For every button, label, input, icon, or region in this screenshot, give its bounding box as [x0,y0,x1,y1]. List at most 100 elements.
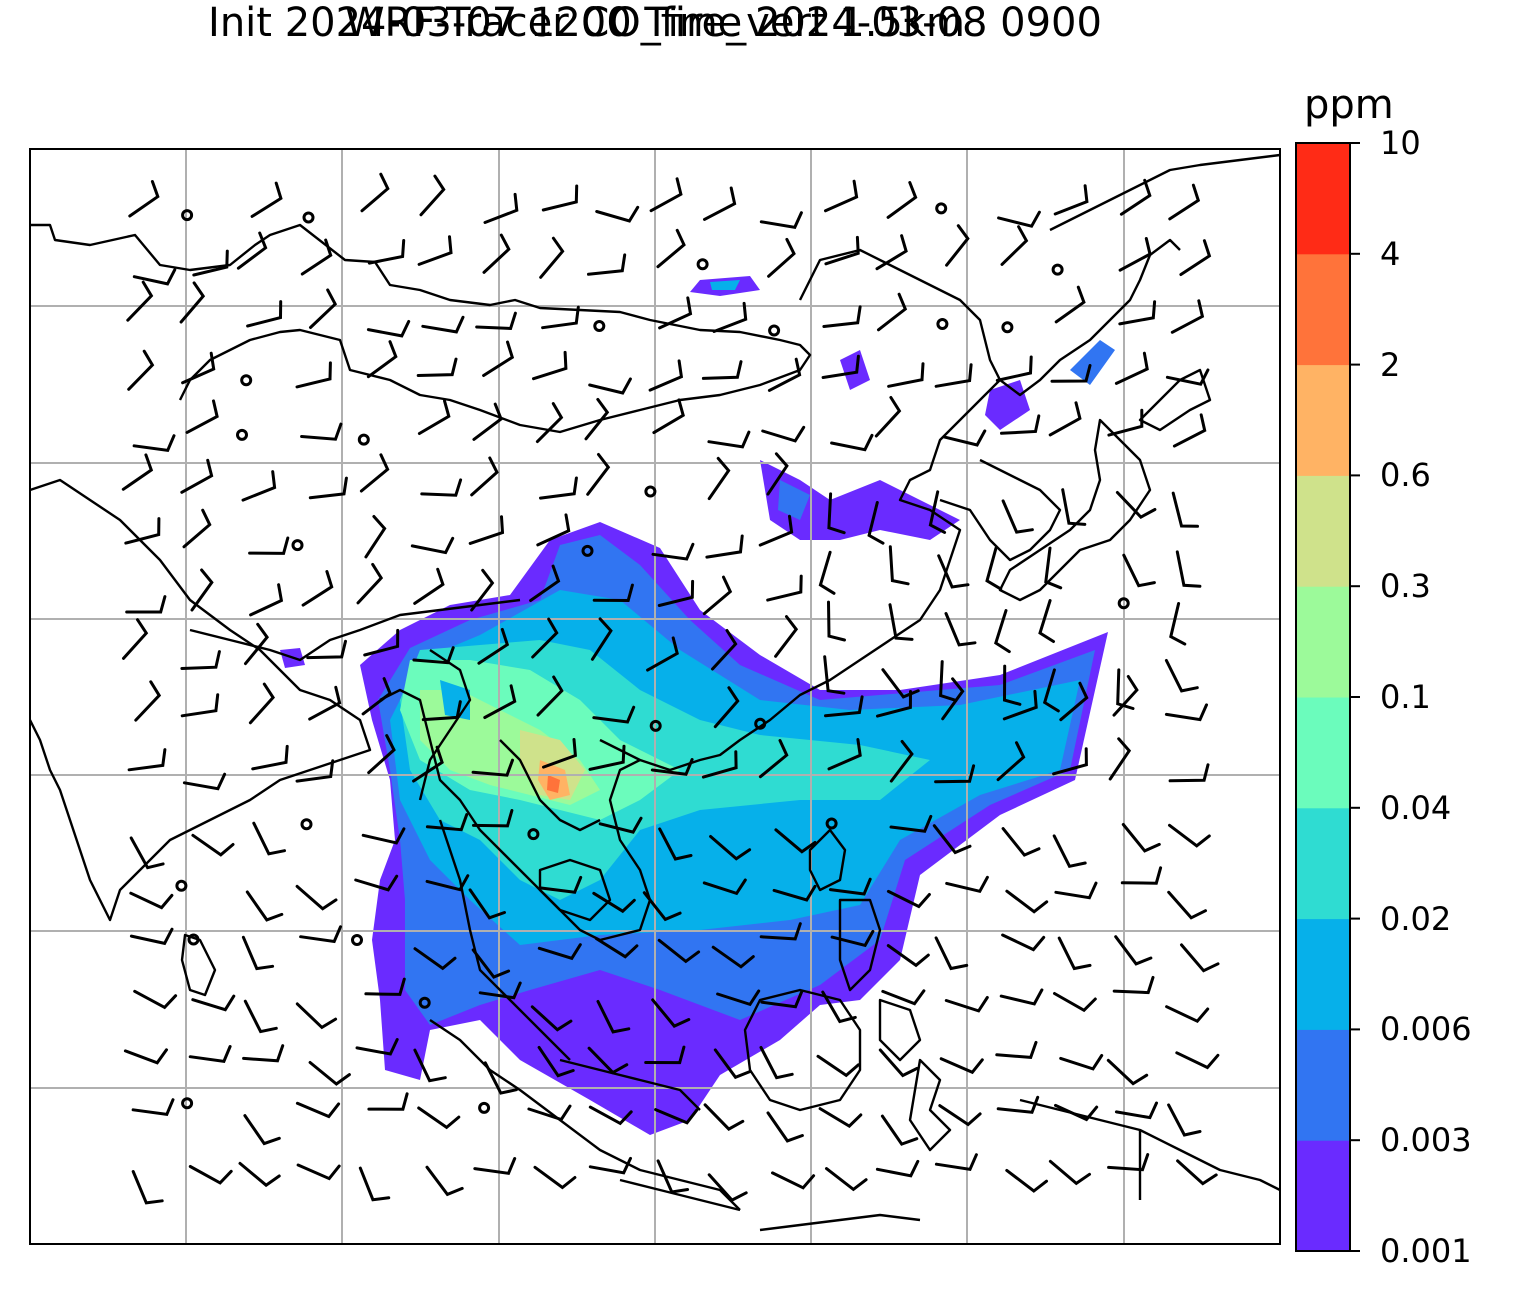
wind-barb-245 [1054,881,1098,900]
wind-barb-72 [934,363,973,388]
wind-barb-265 [1114,935,1153,966]
wind-barb-180 [592,705,636,724]
wind-barb-190 [1164,703,1208,722]
wind-barb-257 [657,938,701,964]
wind-barb-281 [944,996,989,1013]
wind-barb-67 [648,359,684,392]
wind-barb-101 [420,478,463,497]
calm-wind-marker-230 [175,879,188,892]
colorbar-segment-0 [1296,1140,1350,1252]
wind-barb-175 [308,685,342,721]
wind-barb-321 [1054,1103,1099,1122]
wind-barb-83 [472,402,503,441]
wind-barb-168 [1002,664,1022,706]
wind-barb-177 [421,700,462,722]
wind-barb-89 [830,433,874,452]
plume-contour-13 [710,280,740,290]
plume-contour-8 [547,775,560,793]
wind-barb-282 [999,988,1044,1006]
wind-barb-278 [760,990,804,1009]
wind-barb-294 [587,1046,629,1075]
wind-barb-164 [774,615,799,658]
wind-barb-244 [1005,889,1049,914]
coastline-6 [1138,368,1212,432]
wind-barb-41 [246,300,283,328]
colorbar-tick-label: 2 [1380,345,1401,384]
wind-barb-342 [1176,1159,1218,1186]
wind-barb-13 [824,179,859,213]
wind-barb-40 [179,281,206,324]
wind-barb-182 [713,686,740,729]
wind-barb-248 [129,927,174,946]
coastline-1 [798,238,1181,397]
wind-barb-269 [243,999,278,1034]
wind-barb-56 [1118,300,1157,326]
wind-barb-3 [250,181,283,218]
coastline-16 [838,898,882,992]
coastline-18 [908,1058,952,1152]
wind-barb-334 [707,1173,748,1202]
wind-barb-242 [886,889,931,909]
coastline-13 [429,1019,741,1211]
wind-barb-199 [588,744,626,771]
wind-barb-153 [122,618,149,660]
wind-barb-226 [1052,834,1087,869]
wind-barb-176 [361,677,392,716]
wind-barb-82 [417,399,451,435]
wind-barb-170 [1116,668,1135,710]
calm-wind-marker-217 [527,828,540,841]
plume-contour-14 [985,380,1030,430]
wind-barb-188 [1059,681,1089,722]
wind-barb-221 [774,828,817,854]
wind-barb-316 [766,1111,804,1143]
wind-barb-295 [644,1045,686,1065]
wind-barb-313 [588,1105,633,1126]
wind-barb-298 [816,1054,860,1078]
wind-barb-86 [652,398,685,435]
calm-wind-marker-15 [935,202,948,215]
coastlines [28,153,1281,1232]
coastline-24 [418,649,472,801]
wind-barb-156 [306,639,347,660]
wind-barb-212 [252,821,286,856]
title-line-2: Init 2024-03-07 1200 Time 2024-03-08 090… [208,0,1102,46]
wind-barb-216 [472,809,514,828]
wind-barb-339 [1005,1168,1048,1193]
wind-barb-290 [355,1038,399,1056]
colorbar-tick-label: 0.3 [1380,567,1431,606]
wind-barb-115 [124,517,161,545]
wind-barb-317 [818,1107,863,1128]
wind-barb-163 [711,629,738,671]
wind-barb-152 [1169,602,1187,646]
wind-barb-31 [767,237,796,278]
coastline-17 [878,998,922,1062]
wind-barb-255 [537,943,582,961]
wind-barb-286 [123,1048,168,1065]
wind-barb-99 [308,476,348,500]
coastline-19 [1019,1098,1281,1192]
wind-barb-97 [180,458,214,494]
wind-barb-247 [1167,890,1207,920]
wind-barb-186 [941,677,965,721]
wind-barb-254 [471,948,511,979]
wind-barb-291 [413,1048,447,1083]
wind-barb-133 [1175,550,1202,588]
wind-barb-75 [1114,351,1149,385]
wind-barb-146 [827,600,846,642]
title-line-1: WRF-Tracer CO_fire_vert 1.5km [344,0,966,46]
colorbar-segment-8 [1296,253,1350,366]
wind-barb-223 [889,814,933,833]
wind-barb-240 [772,884,817,902]
wind-barb-207 [1052,747,1088,776]
wind-barb-219 [658,827,693,861]
wind-barb-280 [881,989,926,1006]
wind-barb-1 [128,180,160,218]
wind-barb-303 [1106,1058,1149,1086]
wind-barb-127 [818,550,836,595]
wind-barb-144 [702,575,733,616]
wind-barb-143 [657,579,695,607]
wind-barb-261 [886,944,930,968]
wind-barb-340 [1048,1159,1091,1186]
wind-barb-62 [366,340,398,379]
colorbar-segment-6 [1296,475,1350,587]
